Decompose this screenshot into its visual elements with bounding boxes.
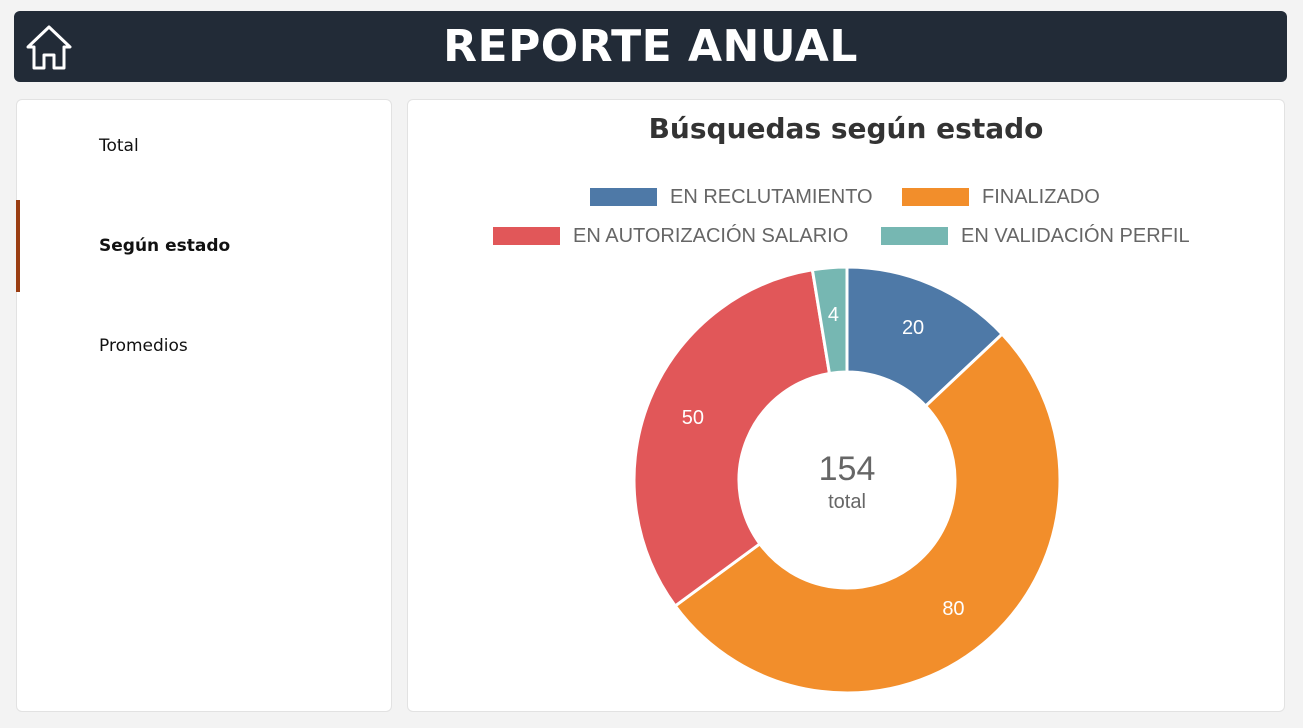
sidebar: Total Según estado Promedios	[16, 99, 392, 712]
slice-value-label: 80	[942, 598, 964, 620]
slice-en-validacion-perfil[interactable]	[810, 265, 849, 376]
home-icon	[26, 25, 72, 70]
sidebar-item-label: Total	[99, 136, 139, 156]
slice-finalizado[interactable]	[673, 331, 1062, 695]
chart-title: Búsquedas según estado	[648, 112, 1044, 145]
slice-en-autorizacion-salario[interactable]	[632, 268, 832, 608]
center-total-label: total	[828, 491, 866, 513]
sidebar-item-total[interactable]: Total	[17, 100, 391, 192]
sidebar-item-label: Promedios	[99, 336, 188, 356]
slice-value-label: 20	[902, 317, 924, 339]
sidebar-item-segun-estado[interactable]: Según estado	[16, 200, 391, 292]
slice-value-label: 4	[828, 304, 839, 326]
legend-swatch	[493, 227, 560, 245]
center-total-value: 154	[819, 450, 876, 488]
legend-swatch	[881, 227, 948, 245]
sidebar-item-promedios[interactable]: Promedios	[17, 300, 391, 392]
legend-swatch	[902, 188, 969, 206]
chart-panel: Búsquedas según estado EN RECLUTAMIENTO …	[407, 99, 1285, 712]
legend-label: EN AUTORIZACIÓN SALARIO	[573, 225, 849, 247]
donut-chart: 20 80 50 4 154 total	[632, 265, 1062, 695]
slice-value-label: 50	[682, 407, 704, 429]
legend-label: EN RECLUTAMIENTO	[670, 186, 873, 208]
legend-label: EN VALIDACIÓN PERFIL	[961, 225, 1190, 247]
legend-swatch	[590, 188, 657, 206]
legend-label: FINALIZADO	[982, 186, 1100, 208]
active-indicator	[16, 200, 20, 292]
page-title: REPORTE ANUAL	[443, 21, 858, 72]
home-button[interactable]	[24, 23, 74, 71]
sidebar-item-label: Según estado	[99, 236, 231, 256]
header-bar: REPORTE ANUAL	[14, 11, 1287, 82]
